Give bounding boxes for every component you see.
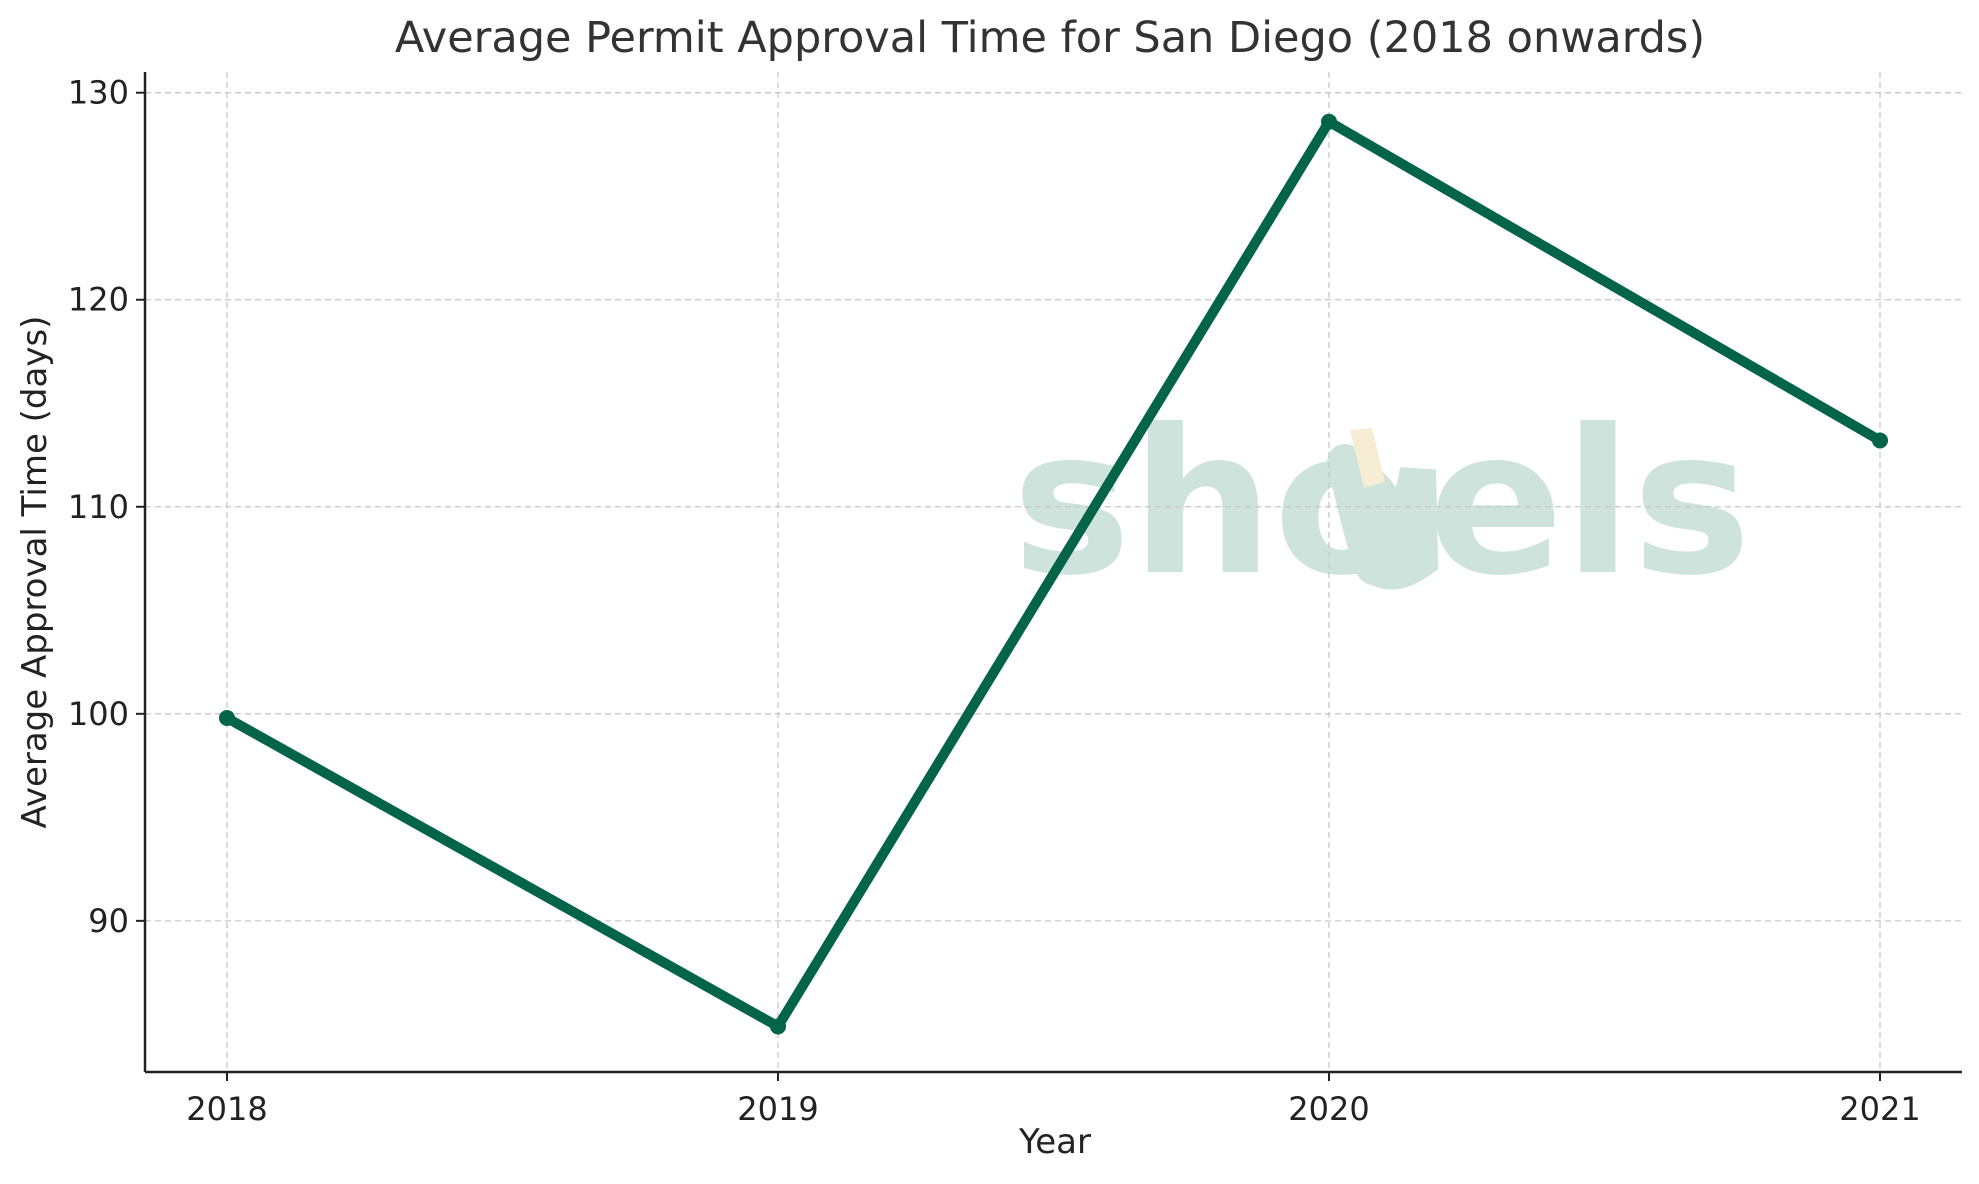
- x-tick-label: 2021: [1839, 1090, 1920, 1128]
- y-tick-label: 120: [68, 281, 129, 319]
- y-tick-label: 110: [68, 488, 129, 526]
- shovels-watermark-logo: sho els: [1012, 387, 1751, 620]
- grid: [145, 72, 1962, 1072]
- data-point: [770, 1018, 786, 1035]
- x-axis-label: Year: [1018, 1122, 1091, 1162]
- axis-ticks: 90 100 110 120 130 2018 2019 2020 2021: [68, 74, 1921, 1128]
- data-point: [1321, 113, 1337, 130]
- series-group: [219, 113, 1888, 1035]
- y-axis-label: Average Approval Time (days): [15, 316, 55, 829]
- series-line: [224, 114, 1883, 1034]
- x-tick-label: 2020: [1288, 1090, 1369, 1128]
- watermark-accent-mark: [1350, 428, 1385, 488]
- x-tick-label: 2018: [186, 1090, 267, 1128]
- data-point: [1872, 432, 1888, 449]
- y-tick-label: 130: [68, 74, 129, 112]
- y-tick-label: 100: [68, 695, 129, 733]
- watermark-letters-els: els: [1428, 387, 1751, 620]
- watermark-letter-v: [1327, 444, 1439, 590]
- x-tick-label: 2019: [737, 1090, 818, 1128]
- y-tick-label: 90: [88, 902, 129, 940]
- chart-title: Average Permit Approval Time for San Die…: [395, 13, 1705, 63]
- data-point: [219, 709, 235, 726]
